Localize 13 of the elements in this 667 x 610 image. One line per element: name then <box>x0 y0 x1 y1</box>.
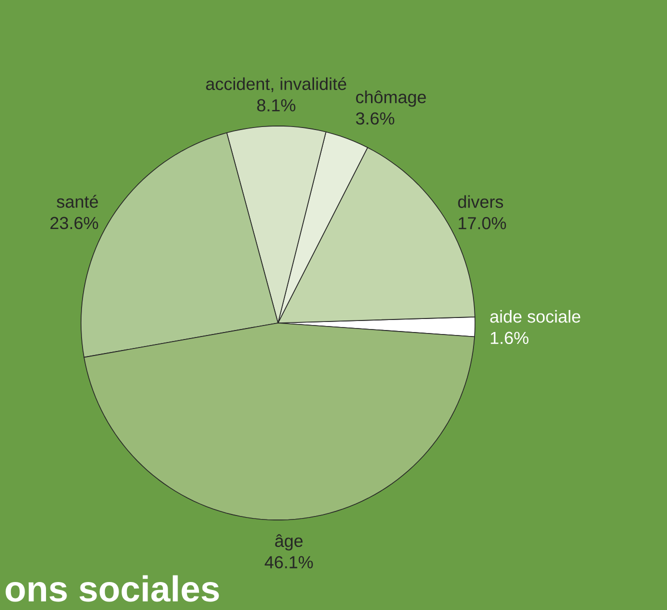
slice-label: divers <box>458 195 504 208</box>
slice-label: âge <box>275 534 303 550</box>
slice-label: aide sociale <box>490 310 580 323</box>
data-label: 17.0% <box>458 217 506 230</box>
data-label: 46.1% <box>264 556 313 568</box>
data-label: 1.6% <box>490 332 528 344</box>
data-label: 23.6% <box>50 216 98 230</box>
slice-label: santé <box>56 194 98 208</box>
data-label: 8.1% <box>257 99 296 112</box>
slice-label: chômage <box>356 90 426 107</box>
slice-label: accident, invalidité <box>206 77 346 92</box>
text: ons sociales <box>6 575 219 602</box>
data-label: 3.6% <box>356 112 394 125</box>
